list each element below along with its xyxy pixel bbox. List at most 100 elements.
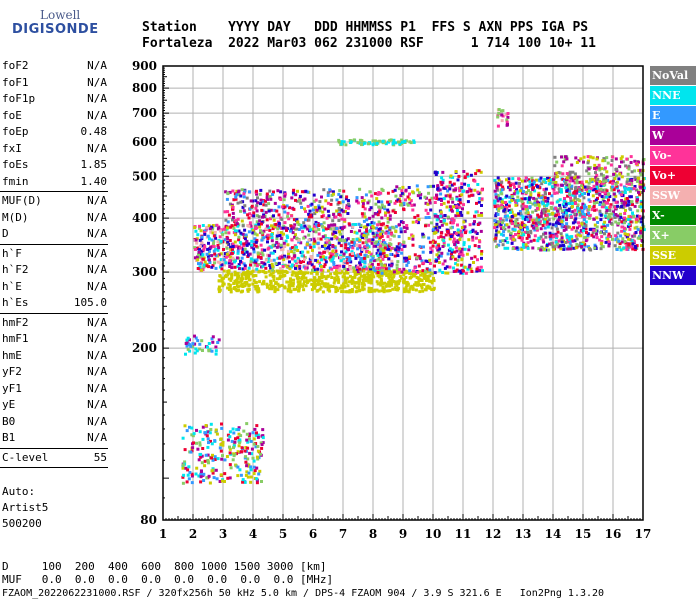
echo-point	[555, 227, 559, 231]
echo-point	[636, 176, 640, 180]
echo-point	[263, 262, 267, 266]
echo-point	[629, 155, 633, 159]
echo-point	[544, 181, 548, 184]
echo-point	[206, 459, 210, 462]
echo-point	[608, 205, 612, 209]
echo-point	[478, 221, 482, 225]
echo-point	[330, 267, 334, 271]
echo-point	[203, 464, 207, 468]
echo-point	[416, 270, 420, 274]
echo-point	[634, 162, 638, 166]
echo-point	[614, 220, 618, 224]
echo-point	[365, 226, 368, 230]
echo-point	[549, 201, 553, 205]
echo-point	[366, 223, 370, 227]
echo-point	[448, 187, 452, 191]
echo-point	[358, 238, 362, 242]
echo-point	[412, 272, 416, 276]
echo-point	[222, 269, 226, 273]
echo-point	[220, 422, 223, 426]
echo-point	[224, 190, 228, 194]
echo-point	[367, 289, 371, 293]
echo-point	[379, 222, 383, 226]
echo-point	[333, 234, 337, 238]
echo-point	[638, 182, 642, 186]
echo-point	[448, 184, 452, 188]
echo-point	[453, 243, 457, 246]
echo-point	[586, 232, 590, 236]
param-value: N/A	[87, 59, 107, 72]
echo-point	[227, 261, 231, 265]
echo-point	[543, 190, 547, 194]
echo-point	[547, 218, 551, 222]
echo-point	[416, 221, 420, 225]
echo-point	[620, 220, 624, 224]
echo-point	[303, 246, 307, 250]
echo-point	[257, 263, 261, 266]
echo-point	[193, 248, 197, 251]
echo-point	[459, 250, 463, 254]
echo-point	[195, 466, 199, 470]
echo-point	[362, 225, 366, 229]
echo-point	[295, 236, 299, 240]
echo-point	[352, 268, 356, 272]
param-name: foE	[2, 108, 22, 122]
echo-point	[271, 268, 274, 272]
echo-point	[273, 225, 277, 229]
echo-point	[308, 257, 312, 261]
echo-point	[399, 243, 403, 247]
echo-point	[243, 204, 247, 208]
echo-point	[505, 178, 508, 182]
echo-point	[398, 199, 402, 203]
echo-point	[273, 290, 277, 294]
echo-point	[456, 258, 460, 262]
echo-point	[505, 120, 509, 124]
echo-point	[506, 246, 510, 250]
echo-point	[433, 171, 437, 175]
echo-point	[339, 239, 343, 242]
echo-point	[388, 226, 392, 230]
echo-point	[295, 276, 299, 280]
echo-point	[402, 290, 406, 294]
echo-point	[603, 214, 607, 218]
echo-point	[545, 223, 549, 227]
echo-point	[607, 192, 610, 196]
echo-point	[208, 481, 212, 485]
echo-point	[266, 260, 270, 264]
echo-point	[501, 233, 505, 237]
echo-point	[556, 183, 560, 187]
echo-point	[223, 480, 226, 483]
x-tick-label: 7	[339, 527, 347, 541]
echo-point	[600, 205, 604, 209]
echo-point	[282, 224, 286, 228]
echo-point	[639, 173, 643, 177]
echo-point	[207, 461, 210, 465]
echo-point	[493, 199, 497, 203]
echo-point	[360, 232, 364, 236]
echo-point	[596, 178, 600, 181]
echo-point	[261, 253, 265, 257]
echo-point	[606, 234, 610, 238]
echo-point	[385, 254, 389, 258]
echo-point	[202, 472, 206, 476]
echo-point	[406, 203, 410, 207]
echo-point	[360, 256, 363, 260]
echo-point	[269, 217, 272, 221]
echo-point	[321, 244, 324, 248]
echo-point	[377, 205, 381, 209]
echo-point	[325, 238, 329, 242]
echo-point	[594, 167, 598, 171]
echo-point	[454, 245, 458, 249]
echo-point	[480, 252, 483, 256]
echo-point	[579, 157, 583, 161]
echo-point	[511, 182, 515, 186]
echo-point	[238, 441, 242, 445]
echo-point	[260, 261, 264, 265]
echo-point	[624, 208, 627, 212]
echo-point	[518, 212, 522, 215]
echo-point	[351, 225, 355, 229]
echo-point	[276, 189, 280, 193]
echo-point	[348, 274, 352, 278]
echo-point	[565, 176, 569, 180]
echo-point	[604, 211, 608, 215]
